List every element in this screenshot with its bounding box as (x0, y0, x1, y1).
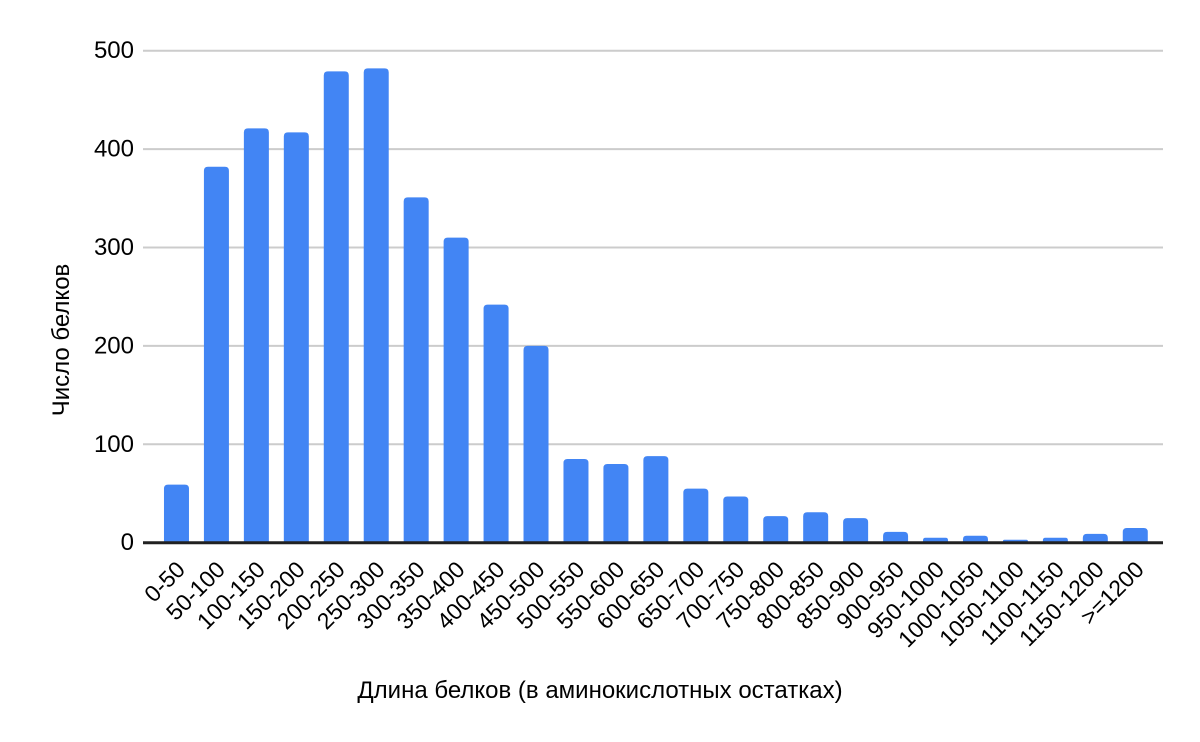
bar (563, 459, 589, 543)
bar (523, 345, 549, 543)
bar (203, 166, 229, 543)
bar (483, 304, 509, 543)
bar (683, 488, 709, 543)
bar (323, 71, 349, 543)
bar (843, 518, 869, 543)
y-tick-label: 0 (121, 529, 134, 556)
bar (803, 512, 829, 543)
y-tick-label: 500 (94, 37, 134, 64)
bar (962, 535, 988, 543)
x-axis-title: Длина белков (в аминокислотных остатках) (357, 677, 843, 704)
bar (763, 516, 789, 543)
y-tick-label: 200 (94, 332, 134, 359)
bar (723, 496, 749, 543)
bar (283, 132, 309, 543)
bar (443, 237, 469, 543)
y-tick-label: 100 (94, 431, 134, 458)
bar (403, 197, 429, 543)
bar (163, 484, 189, 543)
bar (1122, 527, 1148, 543)
bar (363, 68, 389, 543)
bar (603, 463, 629, 543)
y-tick-label: 300 (94, 234, 134, 261)
y-tick-label: 400 (94, 136, 134, 163)
bar (883, 531, 909, 543)
bar (243, 128, 269, 543)
bar (1082, 533, 1108, 543)
bar (643, 456, 669, 543)
y-axis-title: Число белков (48, 263, 75, 417)
